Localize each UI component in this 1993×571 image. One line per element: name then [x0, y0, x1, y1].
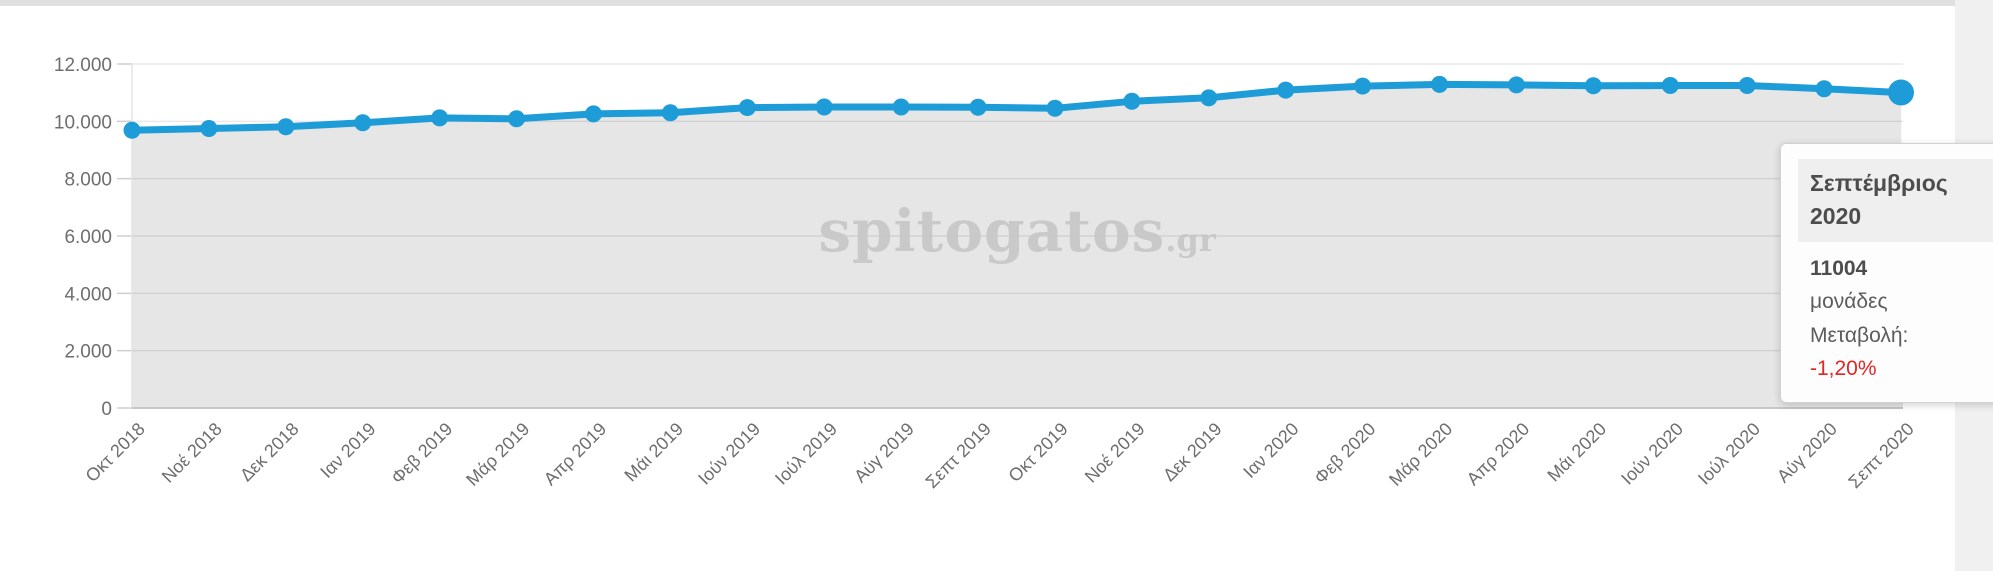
data-point-marker[interactable]: [1584, 77, 1602, 95]
tooltip-value: 11004: [1810, 256, 1868, 280]
x-axis-label: Δεκ 2018: [236, 419, 303, 486]
data-point-marker[interactable]: [815, 98, 833, 116]
tooltip-unit-label: μονάδες: [1810, 290, 1888, 314]
x-axis-label: Απρ 2019: [540, 419, 611, 490]
x-axis-label: Μάρ 2020: [1385, 419, 1456, 490]
x-axis-label: Φεβ 2020: [1310, 419, 1379, 488]
y-axis-label: 8.000: [64, 170, 112, 191]
data-point-marker[interactable]: [1354, 77, 1372, 95]
data-point-marker[interactable]: [354, 114, 372, 132]
series-line: [128, 80, 1905, 134]
area-fill: [132, 84, 1903, 409]
x-axis-label: Ιούν 2020: [1617, 419, 1687, 489]
tooltip-change-label: Μεταβολή:: [1810, 323, 1909, 347]
x-axis-label: Ιούλ 2020: [1694, 419, 1764, 489]
tooltip-change-value: -1,20%: [1810, 357, 1877, 381]
data-point-marker[interactable]: [1815, 80, 1833, 98]
x-axis-label: Ιαν 2019: [316, 419, 379, 482]
data-point-marker[interactable]: [892, 98, 910, 116]
y-axis-label: 10.000: [54, 112, 112, 133]
x-axis-label: Μάρ 2019: [462, 419, 533, 490]
data-point-marker[interactable]: [431, 109, 449, 127]
data-point-marker[interactable]: [1661, 77, 1679, 94]
data-point-marker[interactable]: [1046, 99, 1064, 117]
data-point-marker-hovered[interactable]: [1888, 79, 1914, 106]
data-point-marker[interactable]: [1200, 89, 1218, 107]
x-axis-label: Μάι 2019: [620, 419, 687, 486]
y-axis-label: 2.000: [64, 342, 112, 363]
data-point-marker[interactable]: [1123, 92, 1141, 110]
x-axis-label: Αύγ 2019: [850, 419, 918, 487]
top-divider-bar: [0, 0, 1993, 6]
x-axis-label: Οκτ 2019: [1004, 419, 1071, 486]
data-point-marker[interactable]: [584, 105, 602, 123]
x-axis-label: Δεκ 2019: [1159, 419, 1226, 486]
x-axis-label: Νοέ 2018: [158, 419, 226, 487]
x-axis-label: Νοέ 2019: [1081, 419, 1149, 487]
x-axis-label: Οκτ 2018: [82, 419, 149, 486]
x-axis-label: Αύγ 2020: [1773, 419, 1841, 487]
x-axis-label: Ιούλ 2019: [771, 419, 841, 489]
data-point-marker[interactable]: [661, 104, 679, 122]
chart-tooltip: Σεπτέμβριος 2020 11004 μονάδες Μεταβολή:…: [1780, 143, 1993, 404]
data-point-marker[interactable]: [1738, 77, 1756, 94]
x-axis-label: Σεπτ 2020: [1844, 419, 1917, 492]
data-point-marker[interactable]: [1507, 76, 1525, 94]
y-axis-label: 6.000: [64, 227, 112, 248]
data-point-marker[interactable]: [277, 118, 295, 136]
data-point-marker[interactable]: [200, 120, 218, 137]
x-axis-label: Φεβ 2019: [387, 419, 456, 488]
data-point-marker[interactable]: [1431, 75, 1449, 93]
data-point-marker[interactable]: [738, 99, 756, 117]
data-point-marker[interactable]: [508, 110, 526, 128]
tooltip-title: Σεπτέμβριος 2020: [1798, 159, 1993, 242]
x-axis-label: Μάι 2020: [1543, 419, 1610, 486]
x-axis-label: Ιούν 2019: [694, 419, 764, 489]
x-axis-label: Ιαν 2020: [1239, 419, 1302, 482]
y-axis-label: 4.000: [64, 284, 112, 305]
data-point-marker[interactable]: [123, 121, 141, 139]
y-axis-label: 12.000: [54, 55, 112, 76]
data-point-marker[interactable]: [1277, 81, 1295, 99]
x-axis-label: Σεπτ 2019: [922, 419, 995, 492]
y-axis-label: 0: [101, 399, 112, 420]
data-point-marker[interactable]: [969, 98, 987, 116]
x-axis-label: Απρ 2020: [1463, 419, 1534, 490]
tooltip-body: 11004 μονάδες Μεταβολή: -1,20%: [1798, 252, 1993, 386]
